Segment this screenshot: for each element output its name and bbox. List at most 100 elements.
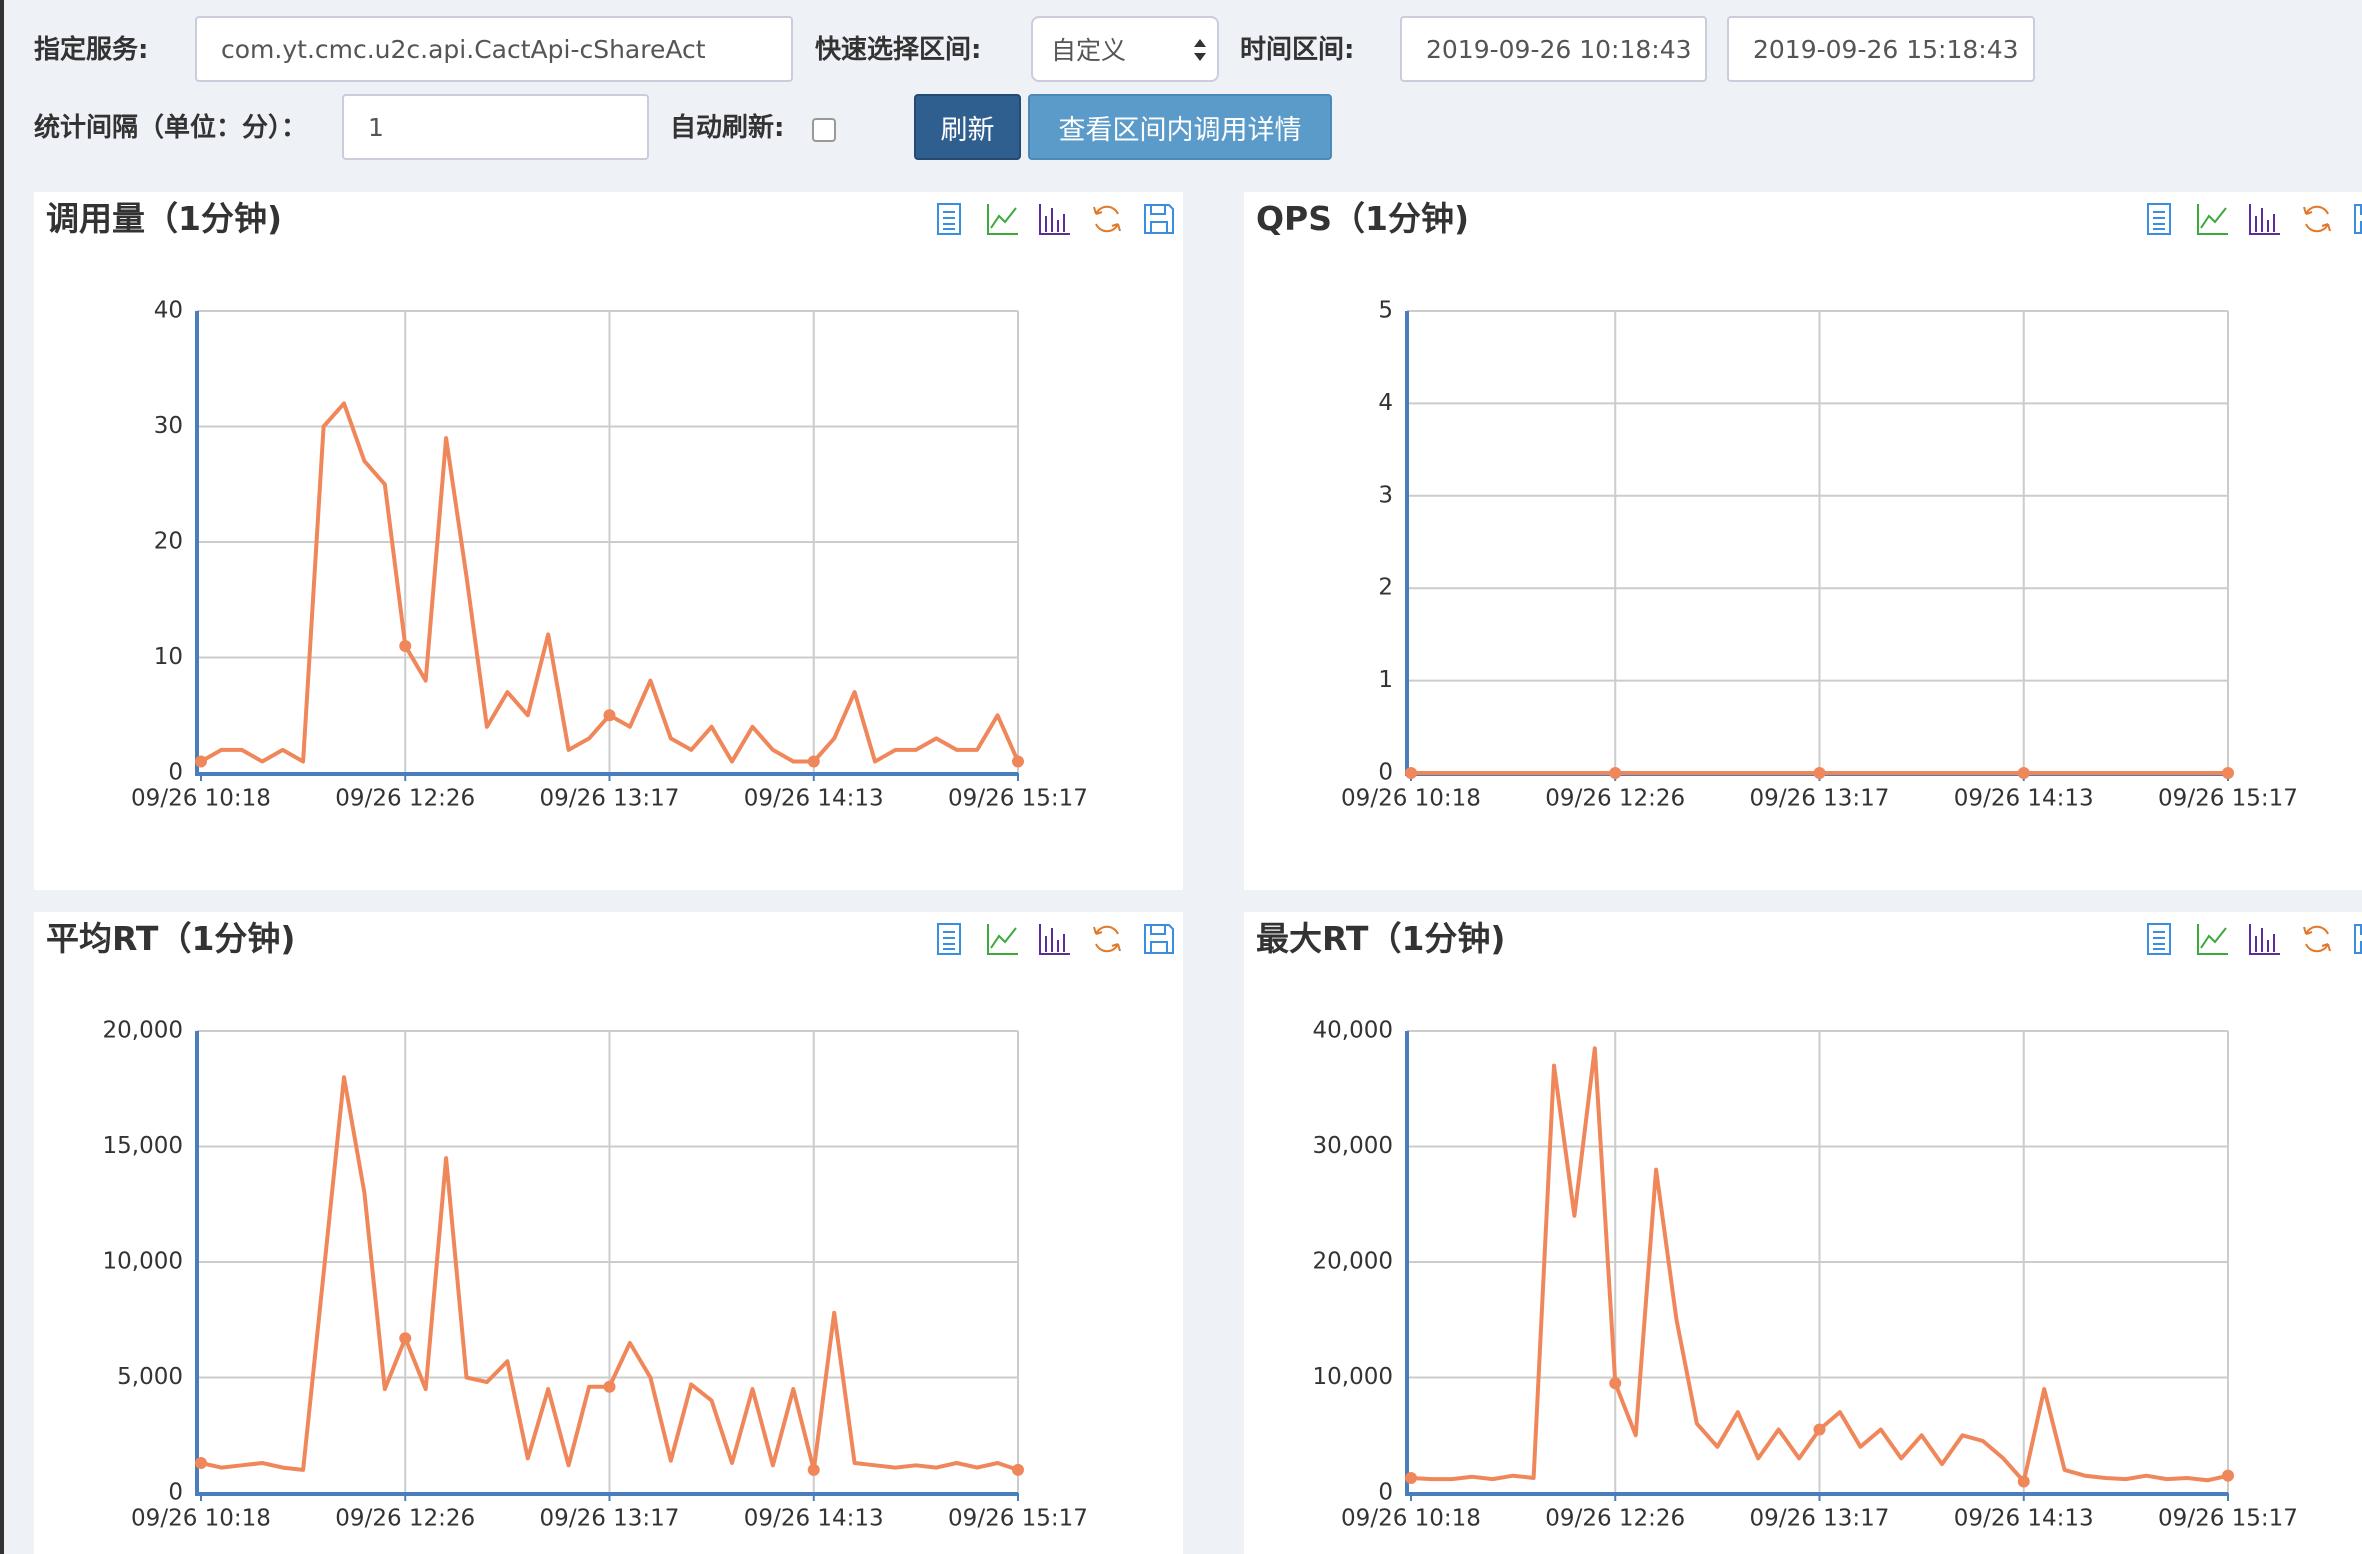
- toolbox-icon[interactable]: [937, 203, 961, 235]
- point: [1813, 1423, 1826, 1436]
- detail-button[interactable]: 查看区间内调用详情: [1028, 94, 1332, 160]
- chart-panel: QPS（1分钟) 0 1 2 3 4 5 09/26 10:18 09/26 12:26 09/2…: [1244, 192, 2362, 890]
- point: [1813, 767, 1826, 779]
- y-tick-label: 10,000: [1313, 1364, 1393, 1390]
- point: [1012, 755, 1024, 768]
- x-tick-label: 09/26 15:17: [2158, 786, 2298, 812]
- point: [399, 639, 412, 652]
- chart: 最大RT（1分钟) 0 10,000 20,000 30,000 40,000 09/26 …: [1256, 919, 2362, 1532]
- chart-title: 最大RT（1分钟): [1256, 919, 1505, 958]
- point: [399, 1332, 412, 1345]
- y-tick-label: 20,000: [103, 1018, 183, 1044]
- y-tick-label: 10,000: [103, 1249, 183, 1275]
- point: [1405, 1471, 1417, 1484]
- y-tick-label: 40: [154, 298, 183, 324]
- x-tick-label: 09/26 15:17: [948, 1506, 1088, 1532]
- chart: QPS（1分钟) 0 1 2 3 4 5 09/26 10:18 09/26 12:26 09/2…: [1256, 199, 2362, 812]
- refresh-button[interactable]: 刷新: [914, 94, 1021, 160]
- end-input[interactable]: 2019-09-26 15:18:43: [1727, 16, 2035, 82]
- x-tick-label: 09/26 13:17: [1750, 1506, 1890, 1532]
- start-input[interactable]: 2019-09-26 10:18:43: [1400, 16, 1707, 82]
- point: [2017, 1475, 2030, 1488]
- toolbox-icon[interactable]: [2197, 924, 2228, 955]
- x-tick-label: 09/26 10:18: [131, 786, 271, 812]
- auto-checkbox[interactable]: [812, 118, 836, 142]
- toolbox-icon[interactable]: [1039, 924, 1070, 955]
- chart: 平均RT（1分钟) 0 5,000 10,000 15,000 20,000 09/26 1…: [46, 919, 1174, 1532]
- x-tick-label: 09/26 12:26: [1545, 1506, 1685, 1532]
- label: 时间区间:: [1240, 35, 1355, 65]
- y-tick-label: 30,000: [1313, 1133, 1393, 1159]
- x-tick-label: 09/26 14:13: [1954, 1506, 2094, 1532]
- y-tick-label: 1: [1378, 667, 1393, 693]
- service-input[interactable]: com.yt.cmc.u2c.api.CactApi-cShareAct: [195, 16, 793, 82]
- label: 统计间隔（单位：分）：: [34, 113, 308, 143]
- toolbox-icon[interactable]: [937, 923, 961, 955]
- range-select[interactable]: 自定义: [1031, 16, 1219, 82]
- toolbox-icon[interactable]: [987, 924, 1018, 955]
- y-tick-label: 10: [154, 644, 183, 670]
- toolbox-icon[interactable]: [2249, 204, 2280, 235]
- y-tick-label: 3: [1378, 482, 1393, 508]
- toolbox-icon[interactable]: [2303, 205, 2331, 233]
- toolbox-icon[interactable]: [2354, 204, 2362, 234]
- x-tick-label: 09/26 14:13: [1954, 786, 2094, 812]
- y-tick-label: 5: [1378, 298, 1393, 324]
- chart-panel: 最大RT（1分钟) 0 10,000 20,000 30,000 40,000 09/26 …: [1244, 912, 2362, 1554]
- toolbox-icon[interactable]: [1039, 204, 1070, 235]
- toolbox-icon[interactable]: [2197, 204, 2228, 235]
- x-tick-label: 09/26 10:18: [1341, 1506, 1481, 1532]
- point: [1609, 1377, 1622, 1390]
- point: [2222, 767, 2234, 779]
- y-tick-label: 0: [168, 1480, 183, 1506]
- x-tick-label: 09/26 12:26: [335, 1506, 475, 1532]
- toolbox-icon[interactable]: [2249, 924, 2280, 955]
- y-tick-label: 2: [1378, 575, 1393, 601]
- point: [2017, 767, 2030, 779]
- x-tick-label: 09/26 10:18: [131, 1506, 271, 1532]
- toolbox-icon[interactable]: [2354, 924, 2362, 954]
- point: [603, 709, 616, 722]
- x-tick-label: 09/26 15:17: [948, 786, 1088, 812]
- toolbox-icon[interactable]: [1144, 924, 1174, 954]
- y-tick-label: 15,000: [103, 1133, 183, 1159]
- x-tick-label: 09/26 13:17: [1750, 786, 1890, 812]
- chart-title: QPS（1分钟): [1256, 199, 1469, 238]
- chart-title: 调用量（1分钟): [46, 199, 282, 238]
- label: 自动刷新:: [670, 113, 785, 143]
- interval-input[interactable]: 1: [342, 94, 649, 160]
- y-tick-label: 40,000: [1313, 1018, 1393, 1044]
- toolbox-icon[interactable]: [2147, 203, 2171, 235]
- toolbox-icon[interactable]: [1093, 925, 1121, 953]
- toolbox-icon[interactable]: [987, 204, 1018, 235]
- x-tick-label: 09/26 12:26: [1545, 786, 1685, 812]
- chart-panel: 调用量（1分钟) 0 10 20 30 40 09/26 10:18 09/26 12:26 0…: [34, 192, 1183, 890]
- point: [807, 1463, 820, 1476]
- toolbox-icon[interactable]: [2147, 923, 2171, 955]
- x-tick-label: 09/26 10:18: [1341, 786, 1481, 812]
- point: [1609, 767, 1622, 779]
- point: [603, 1380, 616, 1393]
- toolbox-icon[interactable]: [2303, 925, 2331, 953]
- point: [807, 755, 820, 768]
- x-tick-label: 09/26 15:17: [2158, 1506, 2298, 1532]
- y-tick-label: 20: [154, 529, 183, 555]
- x-tick-label: 09/26 14:13: [744, 786, 884, 812]
- toolbox-icon[interactable]: [1144, 204, 1174, 234]
- point: [195, 1456, 207, 1469]
- y-tick-label: 4: [1378, 390, 1393, 416]
- chart: 调用量（1分钟) 0 10 20 30 40 09/26 10:18 09/26 12:26 0…: [46, 199, 1174, 812]
- x-tick-label: 09/26 14:13: [744, 1506, 884, 1532]
- y-tick-label: 0: [1378, 1480, 1393, 1506]
- y-tick-label: 0: [168, 760, 183, 786]
- y-tick-label: 0: [1378, 760, 1393, 786]
- toolbox-icon[interactable]: [1093, 205, 1121, 233]
- left-border: [0, 0, 4, 1554]
- y-tick-label: 5,000: [117, 1364, 183, 1390]
- chart-panel: 平均RT（1分钟) 0 5,000 10,000 15,000 20,000 09/26 1…: [34, 912, 1183, 1554]
- label: 指定服务:: [34, 35, 149, 65]
- point: [1405, 767, 1417, 779]
- x-tick-label: 09/26 12:26: [335, 786, 475, 812]
- y-tick-label: 20,000: [1313, 1249, 1393, 1275]
